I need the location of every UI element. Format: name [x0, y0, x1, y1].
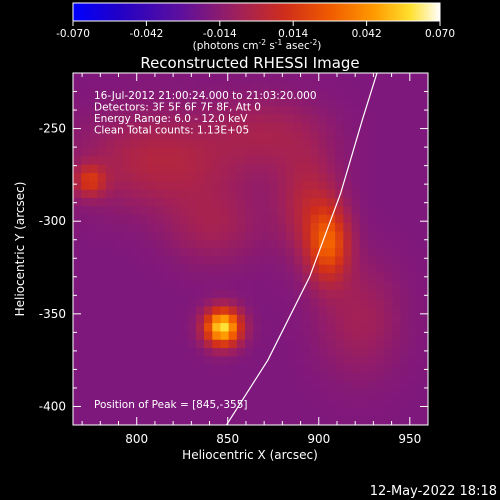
y-tick-label: -350 [39, 307, 66, 321]
axis-ticks: 800 850 900 950 -250 -300 -350 -400 [39, 72, 429, 446]
x-tick-label: 950 [398, 432, 421, 446]
observation-info: 16-Jul-2012 21:00:24.000 to 21:03:20.000… [94, 90, 317, 137]
colorbar-unit-label: (photons cm-2 s-1 asec-2) [193, 38, 322, 52]
chart-title: Reconstructed RHESSI Image [140, 54, 359, 72]
x-tick-label: 850 [216, 432, 239, 446]
colorbar-ticks: -0.070 -0.042 -0.014 0.014 0.042 0.070 [56, 21, 455, 40]
heatmap-image [73, 73, 428, 425]
plot-frame [72, 72, 429, 426]
footer-timestamp: 12-May-2022 18:18 [370, 484, 497, 499]
peak-position-label: Position of Peak = [845,-355] [94, 399, 248, 411]
colorbar-tick-label: 0.014 [278, 28, 308, 40]
colorbar-tick-label: 0.070 [425, 28, 455, 40]
colorbar-tick-label: -0.014 [203, 28, 237, 40]
y-tick-label: -400 [39, 399, 66, 413]
info-line: Clean Total counts: 1.13E+05 [94, 125, 249, 137]
x-tick-label: 900 [307, 432, 330, 446]
colorbar-tick-label: -0.070 [56, 28, 90, 40]
x-axis-label: Heliocentric X (arcsec) [182, 448, 318, 462]
y-tick-label: -300 [39, 214, 66, 228]
y-tick-label: -250 [39, 122, 66, 136]
colorbar-gradient [72, 2, 441, 22]
colorbar-tick-label: 0.042 [352, 28, 382, 40]
x-tick-label: 800 [125, 432, 148, 446]
solar-limb-curve [225, 73, 378, 425]
info-line: 16-Jul-2012 21:00:24.000 to 21:03:20.000 [94, 90, 317, 102]
info-line: Detectors: 3F 5F 6F 7F 8F, Att 0 [94, 102, 261, 114]
colorbar: -0.070 -0.042 -0.014 0.014 0.042 0.070 (photo… [56, 2, 455, 52]
colorbar-tick-label: -0.042 [129, 28, 163, 40]
y-axis-label: Heliocentric Y (arcsec) [13, 182, 27, 317]
info-line: Energy Range: 6.0 - 12.0 keV [94, 113, 248, 125]
